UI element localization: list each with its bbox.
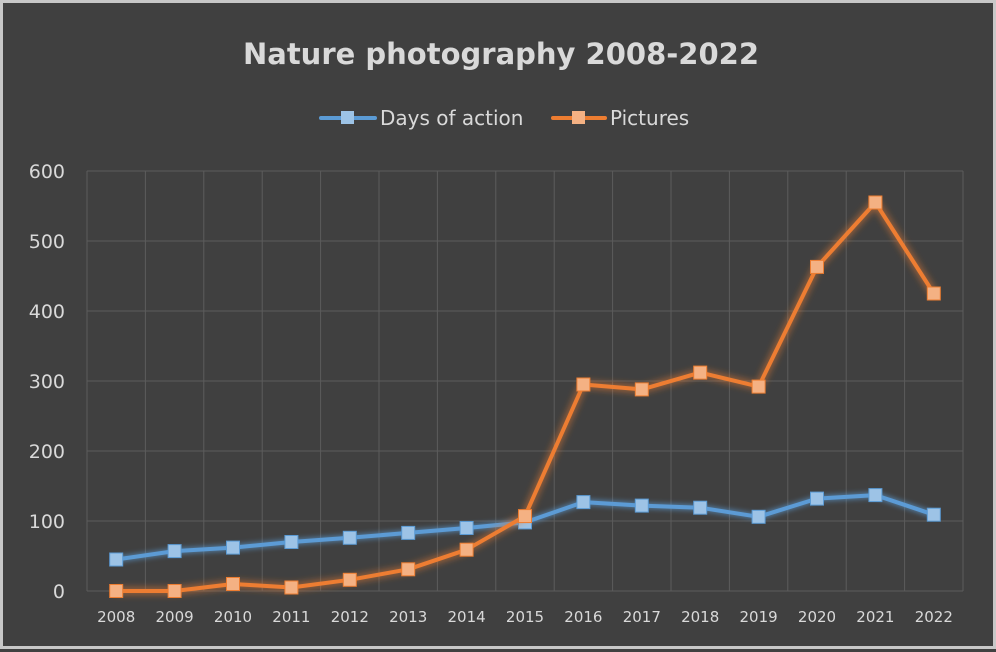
data-point-pictures	[634, 382, 649, 397]
x-tick-label: 2009	[156, 608, 194, 626]
y-tick-label: 100	[29, 511, 65, 533]
x-tick-label: 2022	[915, 608, 953, 626]
x-tick-label: 2021	[856, 608, 894, 626]
data-point-days-of-action	[284, 535, 299, 549]
series-pictures	[109, 195, 941, 598]
legend-label-pictures: Pictures	[610, 106, 689, 130]
data-point-pictures	[109, 584, 124, 598]
legend-marker-pictures	[572, 111, 585, 124]
data-point-pictures	[751, 379, 766, 394]
x-tick-label: 2016	[564, 608, 602, 626]
x-tick-label: 2017	[623, 608, 661, 626]
legend-label-days-of-action: Days of action	[380, 106, 523, 130]
data-point-days-of-action	[926, 507, 941, 522]
data-point-pictures	[226, 577, 240, 591]
x-tick-label: 2013	[389, 608, 427, 626]
chart-title: Nature photography 2008-2022	[243, 37, 759, 71]
x-tick-label: 2012	[331, 608, 369, 626]
data-point-pictures	[459, 542, 474, 557]
data-point-pictures	[810, 259, 824, 274]
x-tick-label: 2019	[740, 608, 778, 626]
x-tick-label: 2020	[798, 608, 836, 626]
y-tick-label: 300	[29, 371, 65, 393]
data-point-pictures	[342, 572, 357, 587]
gridlines	[86, 170, 964, 592]
data-point-pictures	[576, 377, 591, 392]
y-tick-label: 600	[29, 161, 65, 183]
data-point-pictures	[284, 580, 299, 595]
data-point-pictures	[167, 584, 182, 598]
data-point-days-of-action	[459, 521, 474, 535]
x-tick-label: 2018	[681, 608, 719, 626]
legend: Days of action Pictures	[319, 106, 689, 130]
legend-marker-days-of-action	[341, 111, 354, 124]
data-point-days-of-action	[167, 544, 182, 559]
x-tick-label: 2010	[214, 608, 252, 626]
x-tick-label: 2015	[506, 608, 544, 626]
data-point-pictures	[926, 286, 941, 301]
data-point-days-of-action	[810, 491, 824, 506]
data-point-days-of-action	[751, 509, 766, 524]
data-point-days-of-action	[342, 530, 357, 545]
data-point-pictures	[868, 195, 883, 210]
x-axis-ticks: 2008 2009 2010 2011 2012 2013 2014 2015 2016 2017…	[97, 608, 953, 626]
data-point-days-of-action	[576, 495, 591, 510]
data-point-days-of-action	[226, 540, 240, 555]
y-tick-label: 500	[29, 231, 65, 253]
line-chart: Nature photography 2008-2022 Days of act…	[29, 37, 964, 626]
series-days-of-action	[109, 488, 941, 567]
legend-item-days-of-action: Days of action	[319, 106, 523, 130]
legend-item-pictures: Pictures	[551, 106, 689, 130]
x-tick-label: 2008	[97, 608, 135, 626]
data-point-pictures	[693, 365, 708, 380]
y-tick-label: 0	[53, 581, 65, 603]
y-tick-label: 400	[29, 301, 65, 323]
data-point-days-of-action	[868, 488, 883, 503]
y-axis-ticks: 0 100 200 300 400 500 600	[29, 161, 65, 603]
data-point-days-of-action	[109, 552, 124, 567]
series	[109, 195, 941, 598]
data-point-days-of-action	[693, 500, 708, 515]
data-point-pictures	[401, 562, 416, 577]
data-point-days-of-action	[401, 525, 416, 540]
y-tick-label: 200	[29, 441, 65, 463]
x-tick-label: 2011	[272, 608, 310, 626]
x-tick-label: 2014	[448, 608, 486, 626]
data-point-pictures	[518, 509, 532, 524]
data-point-days-of-action	[634, 498, 649, 513]
